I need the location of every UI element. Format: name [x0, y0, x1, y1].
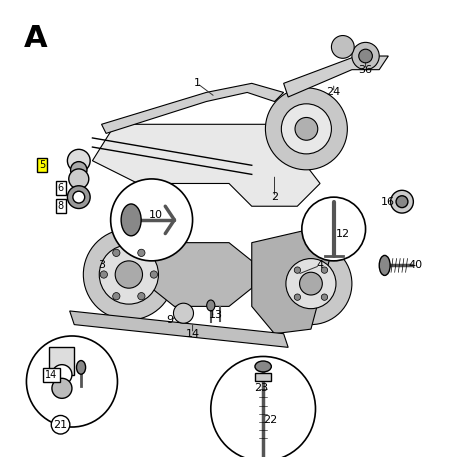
Text: 13: 13 [208, 311, 222, 321]
Text: 9: 9 [166, 315, 174, 325]
Text: 40: 40 [409, 261, 423, 270]
Circle shape [396, 196, 408, 207]
Text: 23: 23 [254, 383, 268, 393]
Circle shape [321, 267, 327, 273]
Circle shape [52, 378, 72, 398]
Circle shape [113, 293, 120, 300]
Circle shape [359, 49, 372, 63]
Polygon shape [152, 243, 252, 306]
Circle shape [270, 243, 352, 325]
Text: 1: 1 [194, 78, 201, 88]
Circle shape [295, 117, 318, 140]
Circle shape [138, 249, 145, 256]
Text: 10: 10 [149, 210, 163, 220]
Circle shape [138, 293, 145, 300]
Ellipse shape [379, 256, 390, 275]
Text: 12: 12 [336, 229, 350, 239]
Text: 6: 6 [58, 183, 64, 193]
Circle shape [113, 249, 120, 256]
Circle shape [115, 261, 142, 288]
Circle shape [150, 271, 158, 278]
Circle shape [300, 272, 322, 295]
Ellipse shape [121, 204, 141, 236]
Circle shape [352, 42, 379, 70]
Circle shape [73, 191, 85, 203]
Polygon shape [70, 311, 288, 347]
Text: 24: 24 [327, 87, 341, 98]
Text: 22: 22 [263, 415, 277, 425]
Bar [256, 373, 271, 382]
Circle shape [391, 191, 414, 213]
Circle shape [71, 162, 87, 178]
Circle shape [174, 303, 193, 323]
Circle shape [321, 294, 327, 300]
Text: 36: 36 [359, 65, 372, 75]
Circle shape [69, 169, 89, 189]
Circle shape [67, 149, 90, 172]
Circle shape [111, 179, 192, 261]
Ellipse shape [255, 361, 271, 372]
Circle shape [67, 186, 90, 208]
Bar [49, 347, 74, 375]
Text: 4: 4 [316, 261, 324, 270]
Text: 21: 21 [54, 420, 68, 430]
Polygon shape [252, 229, 329, 334]
Polygon shape [93, 124, 320, 206]
Text: 14: 14 [45, 370, 58, 380]
Circle shape [332, 36, 354, 58]
Circle shape [302, 197, 365, 261]
Ellipse shape [207, 300, 215, 311]
Ellipse shape [76, 360, 86, 374]
Circle shape [27, 336, 117, 427]
Polygon shape [102, 83, 284, 133]
Text: 8: 8 [58, 201, 64, 211]
Circle shape [286, 259, 336, 309]
Circle shape [211, 356, 316, 458]
Circle shape [266, 88, 347, 170]
Polygon shape [284, 56, 388, 97]
Circle shape [100, 271, 108, 278]
Circle shape [99, 245, 158, 304]
Circle shape [52, 365, 72, 385]
Text: 5: 5 [39, 160, 45, 170]
Circle shape [294, 267, 300, 273]
Circle shape [281, 104, 332, 154]
Circle shape [294, 294, 300, 300]
Text: 14: 14 [185, 329, 200, 339]
Text: 3: 3 [98, 261, 105, 270]
Text: 16: 16 [382, 196, 395, 207]
Text: A: A [24, 24, 48, 53]
Circle shape [83, 229, 174, 320]
Text: 2: 2 [271, 192, 278, 202]
